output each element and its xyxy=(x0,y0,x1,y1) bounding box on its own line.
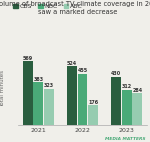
Text: 569: 569 xyxy=(23,56,33,61)
Text: Total minutes: Total minutes xyxy=(0,70,6,106)
Text: 524: 524 xyxy=(67,61,77,66)
Text: 312: 312 xyxy=(122,84,132,89)
Bar xyxy=(111,77,121,125)
Text: 455: 455 xyxy=(77,68,88,74)
Text: 176: 176 xyxy=(88,100,98,105)
Bar xyxy=(132,93,142,125)
Text: MEDIA MATTERS: MEDIA MATTERS xyxy=(105,137,146,141)
Text: 284: 284 xyxy=(132,88,142,93)
Text: Volume of broadcast TV climate coverage in 2023
saw a marked decrease: Volume of broadcast TV climate coverage … xyxy=(0,1,150,15)
Text: 323: 323 xyxy=(44,83,54,88)
Bar xyxy=(23,61,33,125)
Bar xyxy=(88,105,98,125)
Bar xyxy=(33,82,43,125)
Bar xyxy=(122,90,132,125)
Legend: CBS, NBC, ABC: CBS, NBC, ABC xyxy=(11,1,85,12)
Bar xyxy=(44,89,54,125)
Text: 430: 430 xyxy=(111,71,121,76)
Text: 383: 383 xyxy=(33,77,43,82)
Bar xyxy=(67,66,77,125)
Bar xyxy=(78,74,87,125)
